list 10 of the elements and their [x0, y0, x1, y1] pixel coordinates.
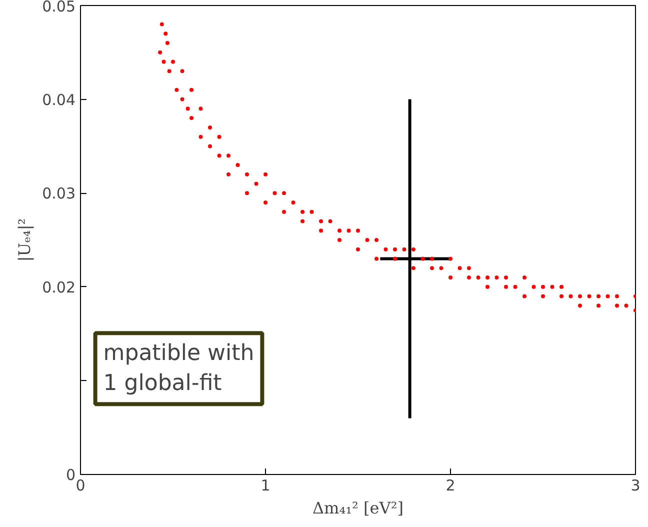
annotation: mpatible with 1 global-fit	[103, 341, 254, 396]
x-axis-title: Δm₄₁² [eV²]	[312, 498, 404, 518]
y-tick-label: 0.02	[42, 278, 76, 296]
y-tick-label: 0.05	[42, 0, 76, 16]
x-tick-label: 2	[446, 476, 456, 494]
y-axis-title: |Uₑ₄|²	[15, 218, 34, 262]
y-tick-label: 0.03	[42, 184, 76, 203]
x-tick-label: 3	[630, 476, 640, 494]
x-tick-label: 1	[260, 476, 270, 494]
y-tick-label: 0.04	[42, 90, 76, 109]
